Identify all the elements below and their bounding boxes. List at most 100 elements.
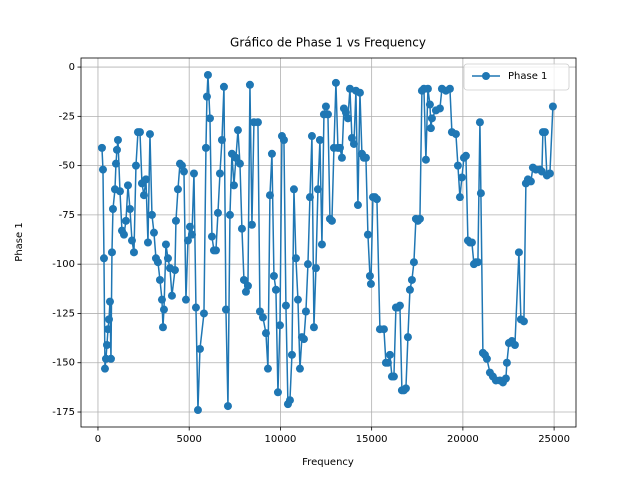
data-point bbox=[258, 313, 267, 322]
data-point bbox=[147, 210, 156, 219]
data-point bbox=[445, 84, 454, 93]
data-point bbox=[455, 193, 464, 202]
data-point bbox=[113, 136, 122, 144]
data-point bbox=[363, 230, 372, 239]
data-point bbox=[187, 230, 196, 239]
data-point bbox=[170, 266, 179, 275]
data-point bbox=[540, 128, 549, 137]
data-point bbox=[131, 161, 140, 170]
data-point bbox=[275, 321, 284, 330]
data-point bbox=[121, 216, 130, 225]
y-tick-label: -25 bbox=[59, 111, 75, 122]
y-axis-label: Phase 1 bbox=[14, 222, 25, 261]
data-point bbox=[467, 238, 476, 247]
data-point bbox=[225, 210, 234, 219]
data-point bbox=[366, 279, 375, 288]
data-point bbox=[349, 139, 358, 148]
data-point bbox=[476, 189, 485, 198]
plot-area bbox=[97, 70, 557, 415]
data-point bbox=[502, 358, 511, 367]
data-point bbox=[501, 374, 510, 383]
x-tick-label: 15000 bbox=[356, 434, 388, 445]
data-point bbox=[279, 136, 288, 144]
x-axis-label: Frequency bbox=[302, 457, 354, 468]
data-point bbox=[235, 159, 244, 168]
data-point bbox=[107, 248, 116, 257]
data-point bbox=[153, 258, 162, 267]
y-tick-label: 0 bbox=[69, 62, 75, 73]
data-point bbox=[379, 325, 388, 334]
data-point bbox=[415, 214, 424, 223]
data-point bbox=[185, 222, 194, 231]
data-point bbox=[267, 149, 276, 158]
data-point bbox=[331, 78, 340, 87]
data-point bbox=[261, 329, 270, 338]
data-point bbox=[207, 232, 216, 241]
data-point bbox=[104, 315, 113, 324]
data-point bbox=[383, 358, 392, 367]
data-point bbox=[265, 191, 274, 200]
data-point bbox=[105, 297, 114, 306]
data-point bbox=[106, 354, 115, 363]
data-point bbox=[365, 272, 374, 281]
data-point bbox=[271, 285, 280, 294]
data-point bbox=[157, 295, 166, 304]
axes-frame bbox=[80, 57, 577, 428]
y-tick-label: -50 bbox=[59, 161, 75, 172]
legend-box bbox=[463, 63, 570, 91]
data-point bbox=[427, 114, 436, 123]
data-point bbox=[201, 143, 210, 152]
data-point bbox=[287, 350, 296, 359]
y-tick-label: -175 bbox=[52, 407, 75, 418]
data-point bbox=[127, 236, 136, 245]
data-point bbox=[482, 354, 491, 363]
data-point bbox=[143, 238, 152, 247]
data-point bbox=[189, 169, 198, 178]
data-point bbox=[389, 372, 398, 381]
data-point bbox=[243, 281, 252, 290]
data-point bbox=[253, 118, 262, 127]
data-point bbox=[255, 307, 264, 316]
data-point bbox=[285, 396, 294, 405]
data-point bbox=[158, 323, 167, 332]
data-point bbox=[125, 204, 134, 213]
data-point bbox=[100, 364, 109, 373]
data-point bbox=[111, 159, 120, 168]
data-point bbox=[327, 216, 336, 225]
data-point bbox=[305, 193, 314, 202]
data-point bbox=[548, 102, 557, 111]
data-point bbox=[401, 384, 410, 393]
data-point bbox=[99, 254, 108, 263]
data-point bbox=[102, 341, 111, 349]
data-point bbox=[409, 258, 418, 267]
data-point bbox=[108, 204, 117, 213]
data-point bbox=[115, 187, 124, 196]
data-point bbox=[231, 153, 240, 162]
data-point bbox=[245, 80, 254, 89]
y-tick-label: -75 bbox=[59, 210, 75, 221]
data-point bbox=[355, 88, 364, 97]
data-point bbox=[217, 136, 226, 144]
data-point bbox=[295, 364, 304, 373]
data-point bbox=[97, 143, 106, 152]
data-point bbox=[293, 295, 302, 304]
data-point bbox=[191, 303, 200, 312]
data-point bbox=[315, 136, 324, 144]
data-point bbox=[129, 248, 138, 257]
data-point bbox=[237, 224, 246, 233]
data-point bbox=[155, 275, 164, 284]
data-point bbox=[195, 344, 204, 353]
data-point bbox=[303, 260, 312, 269]
data-point bbox=[421, 155, 430, 164]
data-point bbox=[173, 185, 182, 194]
data-point bbox=[219, 82, 228, 91]
data-point bbox=[112, 145, 121, 154]
data-point bbox=[98, 165, 107, 174]
data-point bbox=[510, 341, 519, 349]
data-point bbox=[323, 110, 332, 119]
data-point bbox=[273, 388, 282, 397]
data-point bbox=[119, 230, 128, 239]
data-point bbox=[289, 185, 298, 194]
data-point bbox=[403, 333, 412, 342]
